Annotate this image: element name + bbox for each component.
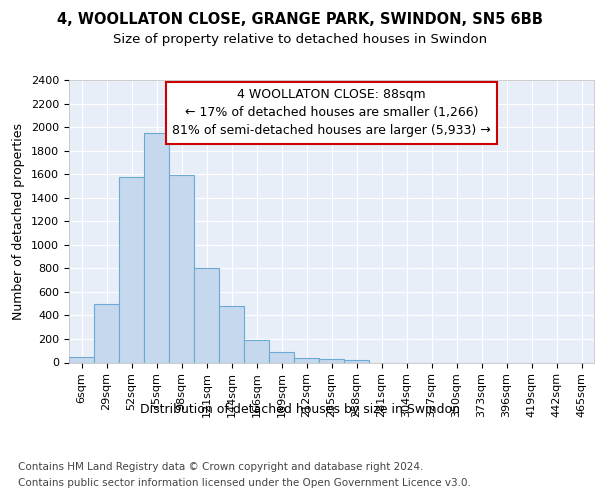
Text: Size of property relative to detached houses in Swindon: Size of property relative to detached ho… bbox=[113, 32, 487, 46]
Text: Distribution of detached houses by size in Swindon: Distribution of detached houses by size … bbox=[140, 402, 460, 415]
Bar bbox=[294, 358, 319, 362]
Bar bbox=[194, 268, 219, 362]
Text: Contains public sector information licensed under the Open Government Licence v3: Contains public sector information licen… bbox=[18, 478, 471, 488]
Bar bbox=[69, 356, 94, 362]
Bar bbox=[144, 133, 169, 362]
Bar bbox=[344, 360, 369, 362]
Text: 4, WOOLLATON CLOSE, GRANGE PARK, SWINDON, SN5 6BB: 4, WOOLLATON CLOSE, GRANGE PARK, SWINDON… bbox=[57, 12, 543, 28]
Bar bbox=[244, 340, 269, 362]
Bar bbox=[219, 306, 244, 362]
Bar bbox=[269, 352, 294, 362]
Text: Contains HM Land Registry data © Crown copyright and database right 2024.: Contains HM Land Registry data © Crown c… bbox=[18, 462, 424, 472]
Bar bbox=[319, 359, 344, 362]
Bar bbox=[119, 176, 144, 362]
Text: 4 WOOLLATON CLOSE: 88sqm
← 17% of detached houses are smaller (1,266)
81% of sem: 4 WOOLLATON CLOSE: 88sqm ← 17% of detach… bbox=[172, 88, 491, 138]
Y-axis label: Number of detached properties: Number of detached properties bbox=[13, 122, 25, 320]
Bar bbox=[94, 304, 119, 362]
Bar bbox=[169, 176, 194, 362]
